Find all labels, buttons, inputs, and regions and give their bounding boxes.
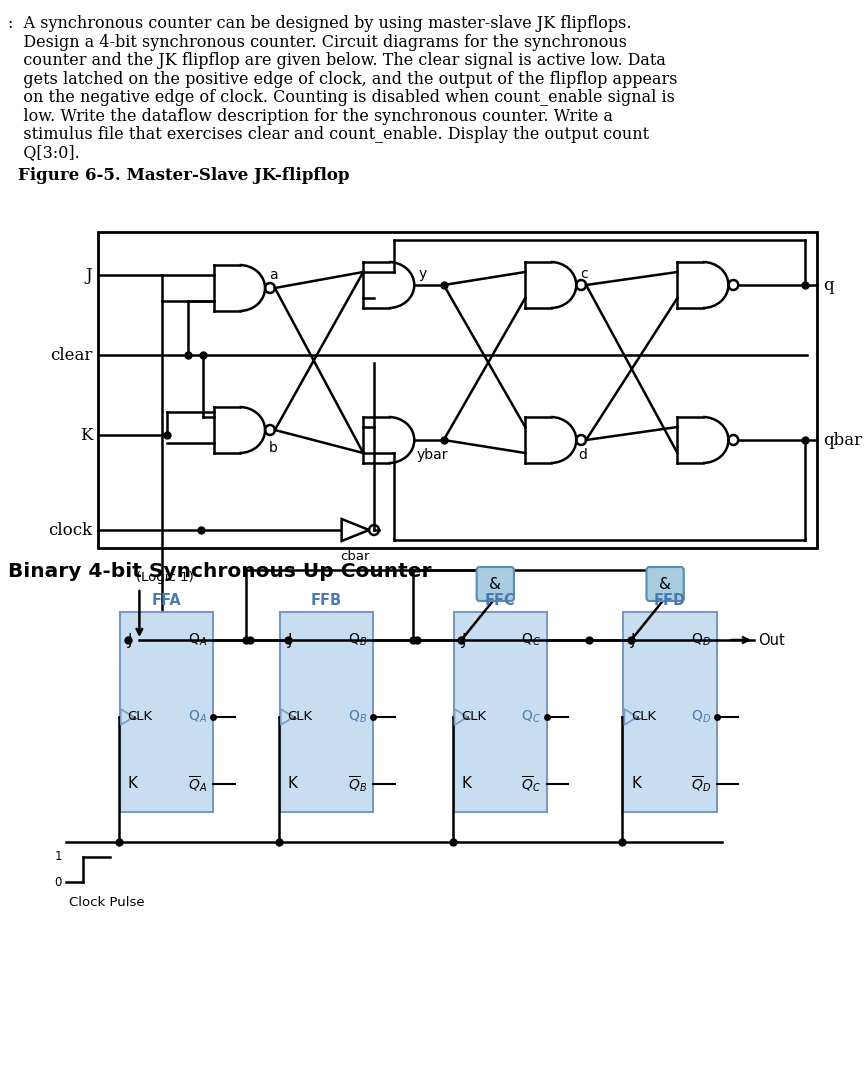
- Text: Clock Pulse: Clock Pulse: [69, 896, 144, 909]
- Text: $\overline{Q}_B$: $\overline{Q}_B$: [348, 774, 367, 794]
- Text: :  A synchronous counter can be designed by using master-slave JK flipflops.: : A synchronous counter can be designed …: [8, 15, 631, 32]
- Bar: [98, 232, 817, 548]
- Text: qbar: qbar: [823, 431, 862, 448]
- Text: $\overline{Q}_C$: $\overline{Q}_C$: [521, 774, 541, 794]
- Text: 1: 1: [55, 851, 62, 863]
- Text: CLK: CLK: [631, 710, 656, 723]
- Text: J: J: [287, 632, 293, 647]
- Text: Q$_A$: Q$_A$: [188, 631, 207, 648]
- Text: K: K: [80, 427, 92, 443]
- Text: Q[3:0].: Q[3:0].: [8, 144, 80, 162]
- Text: clock: clock: [48, 521, 92, 538]
- FancyBboxPatch shape: [647, 567, 684, 601]
- Text: $\overline{Q}_D$: $\overline{Q}_D$: [691, 774, 711, 794]
- Text: &: &: [490, 577, 502, 592]
- Polygon shape: [121, 709, 134, 725]
- Text: J: J: [128, 632, 132, 647]
- Text: 0: 0: [55, 875, 62, 888]
- Text: FFA: FFA: [152, 593, 181, 608]
- Polygon shape: [342, 519, 369, 541]
- Text: q: q: [823, 276, 833, 293]
- Text: K: K: [128, 777, 138, 792]
- Bar: [279, 612, 373, 812]
- Text: J: J: [631, 632, 635, 647]
- Text: Q$_B$: Q$_B$: [348, 631, 367, 648]
- Text: Out: Out: [758, 632, 785, 647]
- Text: stimulus file that exercises clear and count_enable. Display the output count: stimulus file that exercises clear and c…: [8, 126, 649, 143]
- Text: c: c: [580, 268, 588, 281]
- Text: Q$_C$: Q$_C$: [521, 631, 541, 648]
- Text: gets latched on the positive edge of clock, and the output of the flipflop appea: gets latched on the positive edge of clo…: [8, 71, 677, 88]
- FancyBboxPatch shape: [477, 567, 514, 601]
- Text: a: a: [269, 268, 278, 282]
- Text: Q$_C$: Q$_C$: [521, 708, 541, 725]
- Text: b: b: [269, 441, 278, 455]
- Text: (Logic 1): (Logic 1): [136, 571, 194, 584]
- Polygon shape: [624, 709, 637, 725]
- Text: FFC: FFC: [485, 593, 516, 608]
- Text: FFB: FFB: [311, 593, 342, 608]
- Text: CLK: CLK: [128, 710, 153, 723]
- Text: low. Write the dataflow description for the synchronous counter. Write a: low. Write the dataflow description for …: [8, 107, 613, 124]
- Text: d: d: [578, 448, 587, 462]
- Text: Design a 4-bit synchronous counter. Circuit diagrams for the synchronous: Design a 4-bit synchronous counter. Circ…: [8, 33, 627, 50]
- Text: ybar: ybar: [417, 448, 448, 462]
- Bar: [623, 612, 717, 812]
- Text: Figure 6-5. Master-Slave JK-flipflop: Figure 6-5. Master-Slave JK-flipflop: [17, 167, 349, 184]
- Text: CLK: CLK: [462, 710, 487, 723]
- Text: Q$_B$: Q$_B$: [348, 708, 367, 725]
- Text: counter and the JK flipflop are given below. The clear signal is active low. Dat: counter and the JK flipflop are given be…: [8, 52, 666, 68]
- Text: CLK: CLK: [287, 710, 312, 723]
- Text: J: J: [462, 632, 466, 647]
- Polygon shape: [455, 709, 467, 725]
- Text: J: J: [86, 266, 92, 284]
- Text: y: y: [418, 268, 426, 281]
- Text: K: K: [462, 777, 471, 792]
- Text: Binary 4-bit Synchronous Up Counter: Binary 4-bit Synchronous Up Counter: [8, 562, 431, 581]
- Text: &: &: [659, 577, 671, 592]
- Bar: [120, 612, 213, 812]
- Text: Q$_A$: Q$_A$: [188, 708, 207, 725]
- Bar: [454, 612, 547, 812]
- Text: cbar: cbar: [340, 550, 370, 563]
- Text: clear: clear: [49, 347, 92, 364]
- Polygon shape: [280, 709, 293, 725]
- Text: Q$_D$: Q$_D$: [691, 708, 711, 725]
- Text: Q$_D$: Q$_D$: [691, 631, 711, 648]
- Text: K: K: [287, 777, 298, 792]
- Text: K: K: [631, 777, 641, 792]
- Text: FFD: FFD: [654, 593, 686, 608]
- Text: on the negative edge of clock. Counting is disabled when count_enable signal is: on the negative edge of clock. Counting …: [8, 89, 674, 106]
- Text: $\overline{Q}_A$: $\overline{Q}_A$: [188, 774, 207, 794]
